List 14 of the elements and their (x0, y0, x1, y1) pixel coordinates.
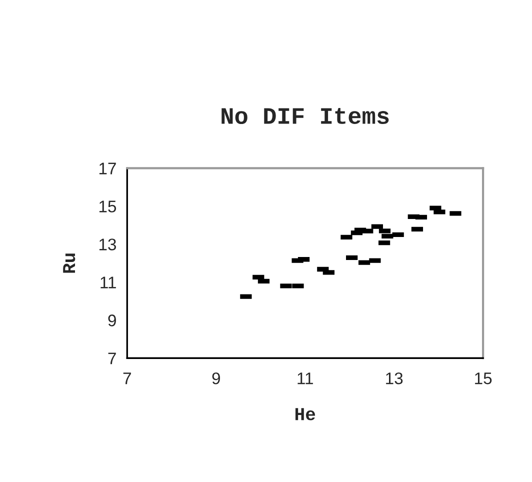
y-tick-label: 13 (99, 238, 116, 250)
y-tick-label: 17 (99, 162, 116, 174)
x-tick-label: 11 (298, 372, 313, 384)
x-tick-label: 7 (123, 372, 131, 384)
chart-title: No DIF Items (222, 108, 389, 124)
x-tick-label: 15 (475, 372, 492, 384)
y-axis-title: Ru (63, 254, 76, 273)
x-tick-label: 13 (386, 372, 403, 384)
y-tick-label: 15 (99, 200, 116, 212)
x-tick-label: 9 (212, 372, 220, 384)
y-tick-label: 11 (100, 276, 116, 288)
x-axis-title: He (295, 408, 316, 420)
y-tick-label: 7 (108, 352, 116, 364)
y-tick-label: 9 (108, 314, 116, 326)
